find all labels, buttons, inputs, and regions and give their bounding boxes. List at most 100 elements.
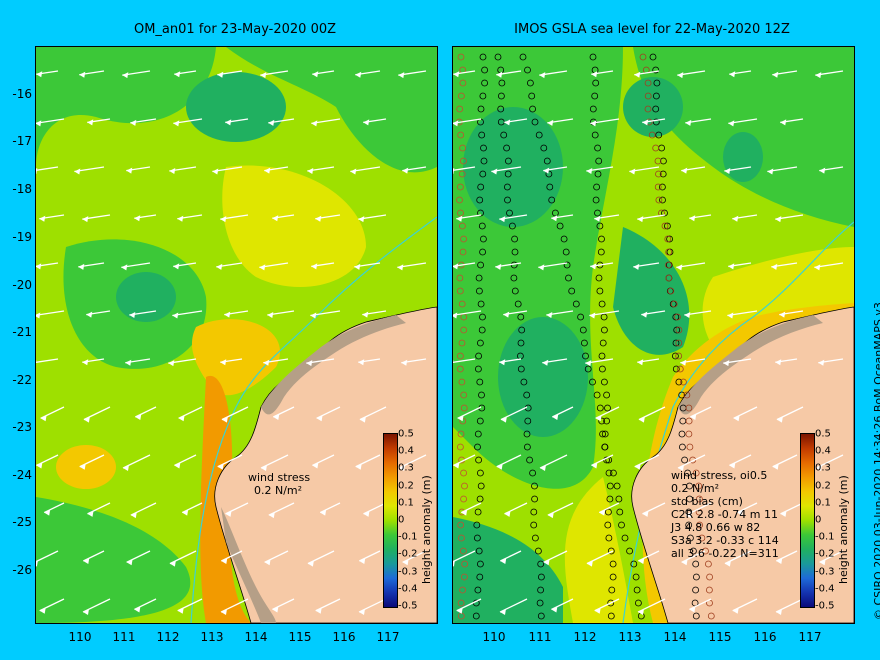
wind-arrow-head	[642, 119, 649, 126]
altimeter-obs	[607, 612, 615, 620]
wind-arrow-head	[173, 120, 180, 127]
colorbar-tick-label: -0.1	[398, 531, 418, 543]
wind-arrow-head	[182, 509, 189, 516]
altimeter-obs	[459, 248, 467, 256]
wind-arrow-head	[499, 609, 506, 616]
wind-arrow-head	[217, 463, 224, 470]
wind-arrow-head	[311, 263, 318, 270]
altimeter-obs	[685, 521, 693, 529]
altimeter-obs	[481, 66, 489, 74]
altimeter-obs	[540, 144, 548, 152]
wind-arrow-head	[174, 71, 181, 78]
wind-arrow-head	[36, 462, 43, 469]
wind-arrow-head	[637, 359, 644, 366]
altimeter-obs	[681, 456, 689, 464]
wind-arrow-head	[177, 215, 184, 222]
altimeter-obs	[652, 144, 660, 152]
wind-arrow-head	[268, 512, 275, 519]
stats-row-j3: J3 4.8 0.66 w 82	[671, 521, 761, 534]
wind-arrow-head	[402, 167, 409, 174]
wind-arrow-head	[552, 414, 559, 421]
altimeter-obs	[580, 339, 588, 347]
wind-arrow-head	[355, 463, 362, 470]
wind-arrow-head	[780, 510, 787, 517]
wind-arrow-head	[723, 360, 730, 367]
altimeter-obs	[460, 404, 468, 412]
wind-arrow-head	[135, 414, 142, 421]
wind-arrow-head	[633, 263, 640, 270]
wind-arrow-head	[546, 312, 553, 319]
altimeter-obs	[598, 300, 606, 308]
wind-arrow-head	[307, 560, 314, 567]
wind-arrow-head	[690, 414, 697, 421]
altimeter-obs	[577, 313, 584, 321]
altimeter-obs	[459, 144, 467, 152]
altimeter-obs	[598, 365, 606, 373]
altimeter-obs	[665, 248, 673, 256]
altimeter-obs	[461, 482, 468, 490]
altimeter-obs	[599, 339, 607, 347]
altimeter-obs	[673, 313, 681, 321]
left-map-panel[interactable]: wind stress 0.2 N/m²	[35, 46, 438, 624]
altimeter-obs	[460, 326, 468, 334]
wind-arrow	[453, 358, 476, 363]
altimeter-obs	[600, 313, 608, 321]
colorbar-tick-label: 0.4	[398, 445, 414, 457]
altimeter-obs	[519, 53, 527, 61]
altimeter-obs	[605, 469, 613, 477]
wind-arrow-head	[453, 71, 460, 78]
altimeter-obs	[476, 495, 484, 503]
wind-arrow-head	[134, 215, 141, 222]
altimeter-obs	[500, 131, 508, 139]
altimeter-obs	[607, 599, 615, 607]
altimeter-obs	[530, 508, 538, 516]
altimeter-obs	[475, 352, 483, 360]
wind-arrow-head	[260, 72, 267, 79]
altimeter-obs	[652, 118, 660, 126]
wind-arrow-head	[268, 119, 275, 126]
wind-arrow-head	[220, 359, 227, 366]
altimeter-obs	[480, 144, 487, 152]
lon-tick-label: 114	[244, 630, 268, 644]
altimeter-obs	[535, 547, 542, 555]
altimeter-obs	[606, 495, 614, 503]
altimeter-obs	[556, 222, 564, 230]
altimeter-obs	[459, 547, 467, 555]
altimeter-obs	[536, 599, 544, 607]
altimeter-obs	[692, 586, 700, 594]
right-map-panel[interactable]: wind stress, oi0.5 0.2 N/m² std bias (cm…	[452, 46, 855, 624]
wind-arrow-head	[728, 120, 735, 127]
colorbar-tick-label: -0.2	[815, 548, 835, 560]
altimeter-obs	[517, 365, 525, 373]
altimeter-obs	[529, 469, 536, 477]
altimeter-obs	[476, 560, 484, 568]
wind-arrow-head	[637, 609, 644, 616]
wind-arrow-head	[40, 415, 47, 422]
altimeter-obs	[460, 495, 468, 503]
bathymetry-contour	[190, 216, 437, 623]
wind-arrow-head	[453, 560, 455, 567]
lat-tick-label: -20	[12, 278, 32, 292]
wind-arrow-head	[685, 512, 692, 519]
altimeter-obs	[475, 456, 483, 464]
altimeter-obs	[692, 560, 700, 568]
wind-arrow-head	[595, 415, 602, 422]
altimeter-obs	[481, 79, 489, 87]
altimeter-obs	[594, 170, 602, 178]
altimeter-obs	[597, 248, 605, 256]
wind-arrow-head	[724, 168, 731, 175]
wind-arrow-head	[130, 119, 137, 126]
wind-arrow-head	[585, 360, 592, 367]
altimeter-obs	[608, 586, 616, 594]
wind-arrow-head	[453, 462, 460, 469]
altimeter-obs	[652, 66, 660, 74]
wind-arrow-head	[496, 71, 503, 78]
altimeter-obs	[572, 300, 580, 308]
altimeter-obs	[524, 443, 531, 451]
altimeter-obs	[704, 560, 712, 568]
wind-arrow-head	[401, 359, 408, 366]
altimeter-obs	[685, 417, 693, 425]
wind-arrow-head	[677, 72, 684, 79]
wind-legend-title: wind stress	[248, 471, 311, 484]
wind-arrow-head	[815, 72, 822, 79]
